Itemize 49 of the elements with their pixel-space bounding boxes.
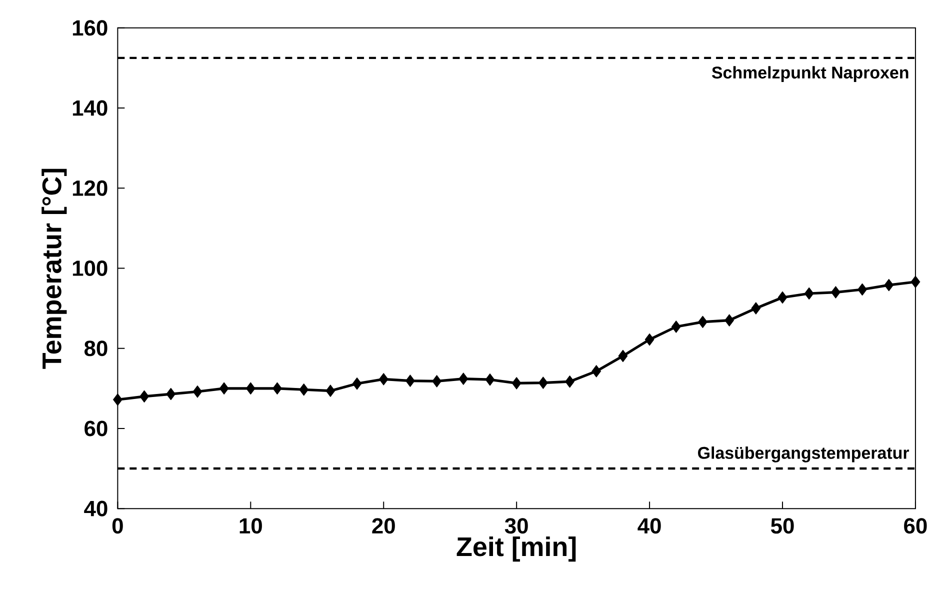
y-tick-label: 100 (72, 260, 108, 276)
point (884, 278, 894, 292)
point (378, 372, 388, 386)
point (724, 314, 734, 326)
y-tick-label: 120 (72, 180, 108, 196)
x-tick-label: 20 (372, 518, 395, 534)
point (246, 382, 256, 394)
x-axis-title: Zeit [min] (456, 536, 576, 562)
point (910, 275, 920, 288)
point (352, 377, 362, 390)
point (299, 383, 309, 396)
point (858, 283, 868, 296)
point (512, 376, 522, 390)
point (485, 373, 495, 386)
point (458, 372, 468, 385)
point (432, 374, 442, 388)
point (405, 374, 415, 387)
point (618, 350, 628, 362)
x-tick-label: 50 (770, 518, 794, 534)
x-tick-label: 40 (638, 518, 661, 534)
point (751, 302, 761, 314)
point (698, 316, 708, 328)
point (804, 287, 814, 300)
ref-line-label: Schmelzpunkt Naproxen (712, 66, 908, 82)
point (272, 382, 282, 394)
y-tick-label: 160 (72, 20, 108, 36)
y-tick-label: 80 (84, 340, 108, 356)
x-tick-label: 10 (240, 518, 262, 534)
point (592, 364, 602, 378)
point (671, 320, 681, 333)
point (326, 384, 336, 397)
point (140, 390, 150, 403)
point (219, 382, 229, 394)
point (166, 388, 176, 400)
y-tick-label: 40 (84, 500, 108, 516)
point (644, 333, 654, 346)
ref-line-label: Glasübergangstemperatur (698, 446, 910, 462)
x-tick-label: 0 (112, 518, 123, 534)
point (565, 375, 574, 388)
point (778, 291, 788, 304)
y-tick-label: 140 (72, 100, 108, 116)
y-tick-label: 60 (84, 420, 108, 436)
x-tick-label: 60 (904, 518, 927, 534)
point (538, 376, 548, 389)
y-axis-title: Temperatur [°C] (42, 168, 67, 369)
point (192, 385, 202, 398)
point (830, 286, 840, 298)
point (112, 393, 122, 406)
x-tick-label: 30 (504, 518, 528, 534)
